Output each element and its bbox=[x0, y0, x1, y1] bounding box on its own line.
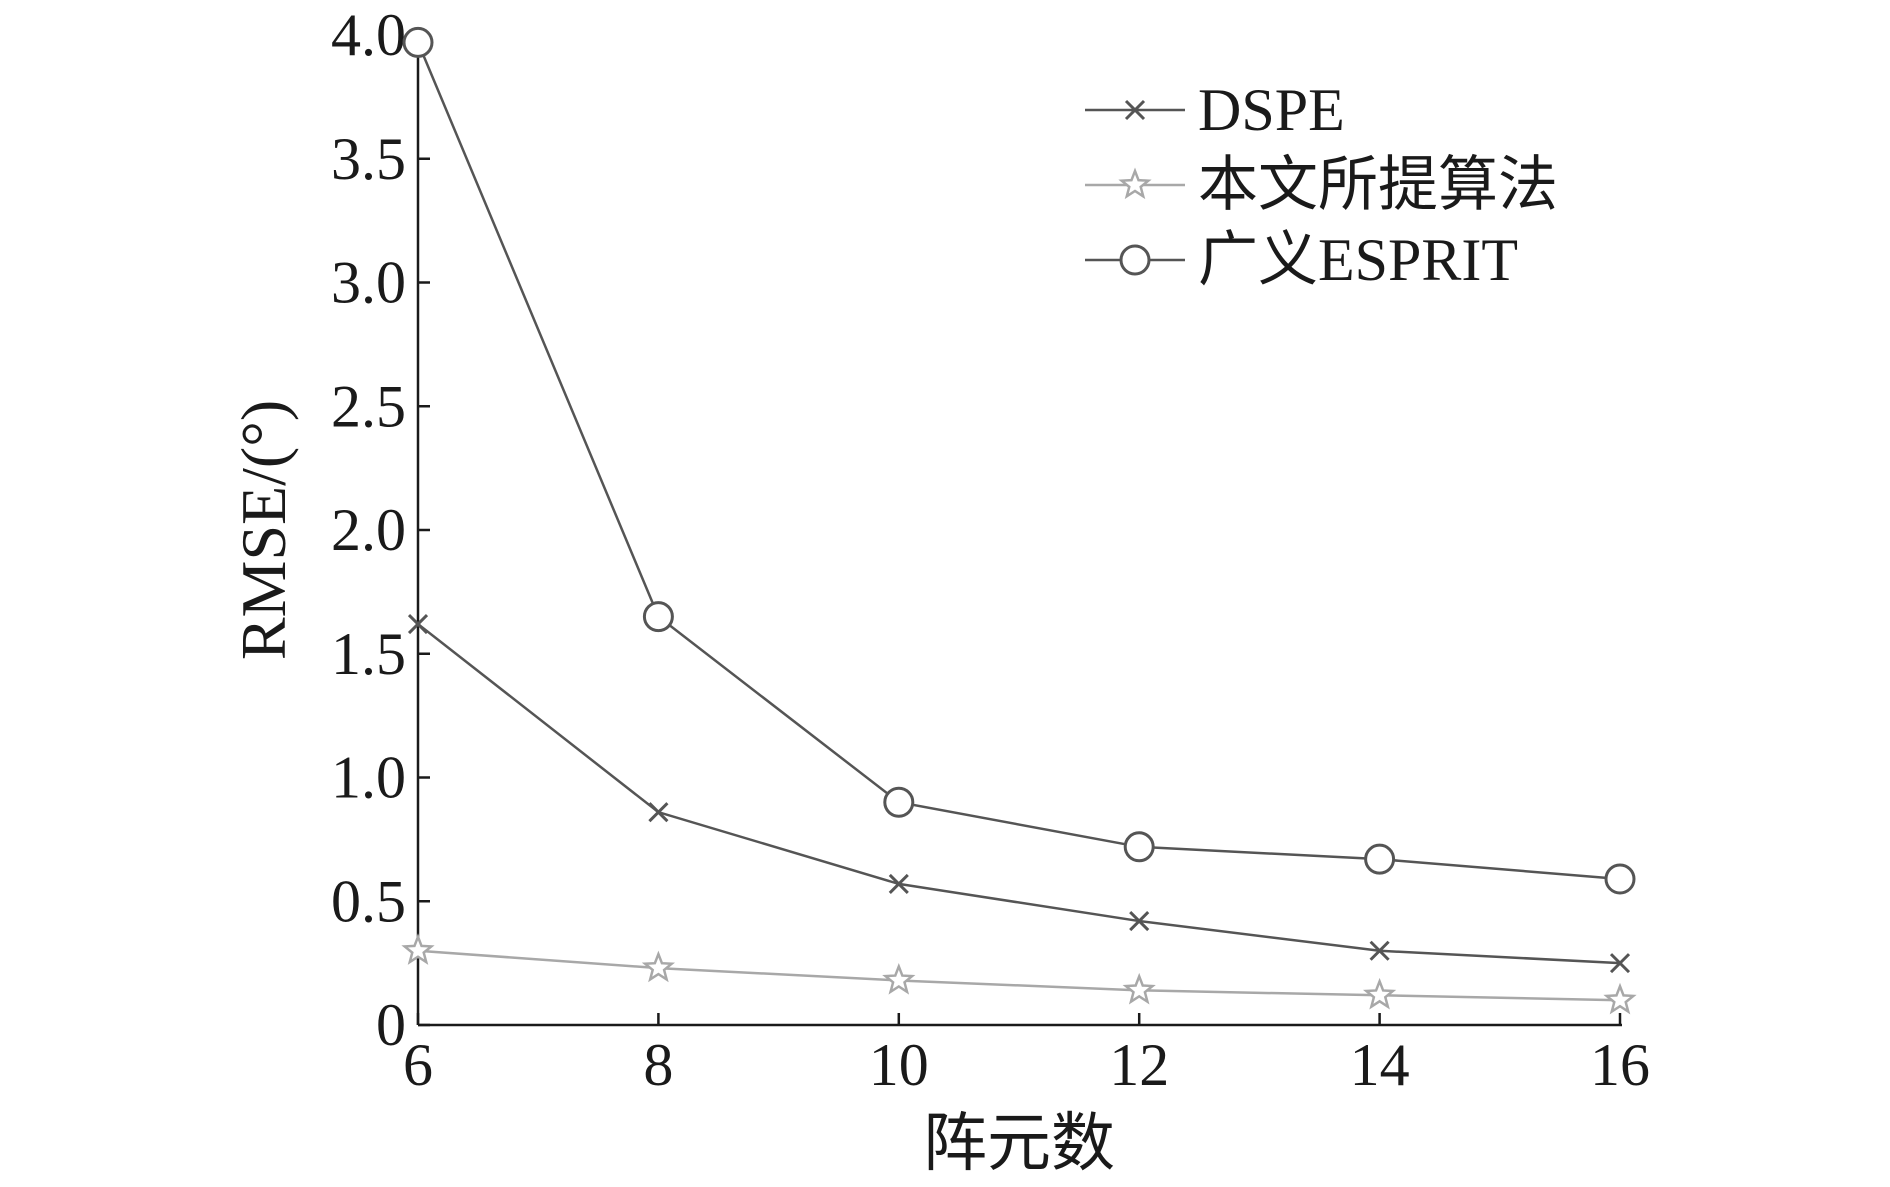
legend-item: 广义ESPRIT bbox=[1085, 227, 1518, 293]
y-tick-label: 3.0 bbox=[331, 250, 406, 316]
data-point bbox=[1129, 910, 1150, 932]
data-point bbox=[402, 26, 434, 58]
axes: 6 8 10 12 14 16 0 0.5 1.0 1.5 2.0 2.5 3.0 3.5 4.0 bbox=[331, 2, 1650, 1098]
data-point bbox=[407, 613, 429, 635]
x-tick-label: 12 bbox=[1109, 1032, 1169, 1098]
y-tick-label: 3.5 bbox=[331, 126, 406, 192]
data-point bbox=[641, 950, 676, 983]
x-axis-label: 阵元数 bbox=[923, 1108, 1115, 1179]
legend-marker bbox=[1124, 99, 1146, 121]
data-point bbox=[1609, 953, 1631, 974]
legend-label: 广义ESPRIT bbox=[1198, 227, 1518, 293]
data-point bbox=[883, 786, 915, 818]
data-point bbox=[1603, 982, 1637, 1015]
data-point bbox=[648, 802, 669, 823]
legend-item: 本文所提算法 bbox=[1085, 152, 1558, 218]
x-tick-label: 8 bbox=[643, 1032, 673, 1098]
y-tick-label: 0.5 bbox=[331, 868, 406, 934]
plot-area bbox=[401, 26, 1637, 1015]
x-tick-label: 14 bbox=[1350, 1032, 1410, 1098]
series-line bbox=[416, 41, 1621, 881]
data-point bbox=[882, 962, 916, 995]
data-point bbox=[1123, 831, 1155, 863]
x-tick-label: 6 bbox=[403, 1032, 433, 1098]
series-line bbox=[417, 623, 1621, 965]
legend-marker bbox=[1118, 167, 1152, 200]
y-tick-label: 2.5 bbox=[331, 373, 406, 439]
series-2 bbox=[402, 26, 1636, 895]
y-tick-label: 1.0 bbox=[331, 745, 406, 811]
y-tick-label: 2.0 bbox=[331, 497, 406, 563]
legend-marker bbox=[1119, 244, 1151, 276]
data-point bbox=[401, 933, 435, 965]
series-1 bbox=[401, 933, 1637, 1015]
data-point bbox=[1122, 972, 1156, 1005]
data-point bbox=[1604, 863, 1636, 895]
legend-label: 本文所提算法 bbox=[1198, 152, 1558, 218]
data-point bbox=[888, 873, 909, 894]
series-line bbox=[417, 949, 1621, 1002]
data-point bbox=[642, 601, 674, 633]
data-point bbox=[1362, 977, 1397, 1010]
legend-label: DSPE bbox=[1198, 77, 1345, 143]
y-tick-label: 0 bbox=[376, 992, 406, 1058]
x-tick-label: 16 bbox=[1590, 1032, 1650, 1098]
y-tick-label: 1.5 bbox=[331, 621, 406, 687]
y-tick-label: 4.0 bbox=[331, 2, 406, 68]
series-0 bbox=[407, 613, 1631, 974]
y-axis-label: RMSE/(°) bbox=[228, 400, 299, 660]
legend-item: DSPE bbox=[1085, 77, 1345, 143]
data-point bbox=[1369, 940, 1390, 961]
data-point bbox=[1364, 843, 1396, 875]
x-tick-label: 10 bbox=[869, 1032, 929, 1098]
